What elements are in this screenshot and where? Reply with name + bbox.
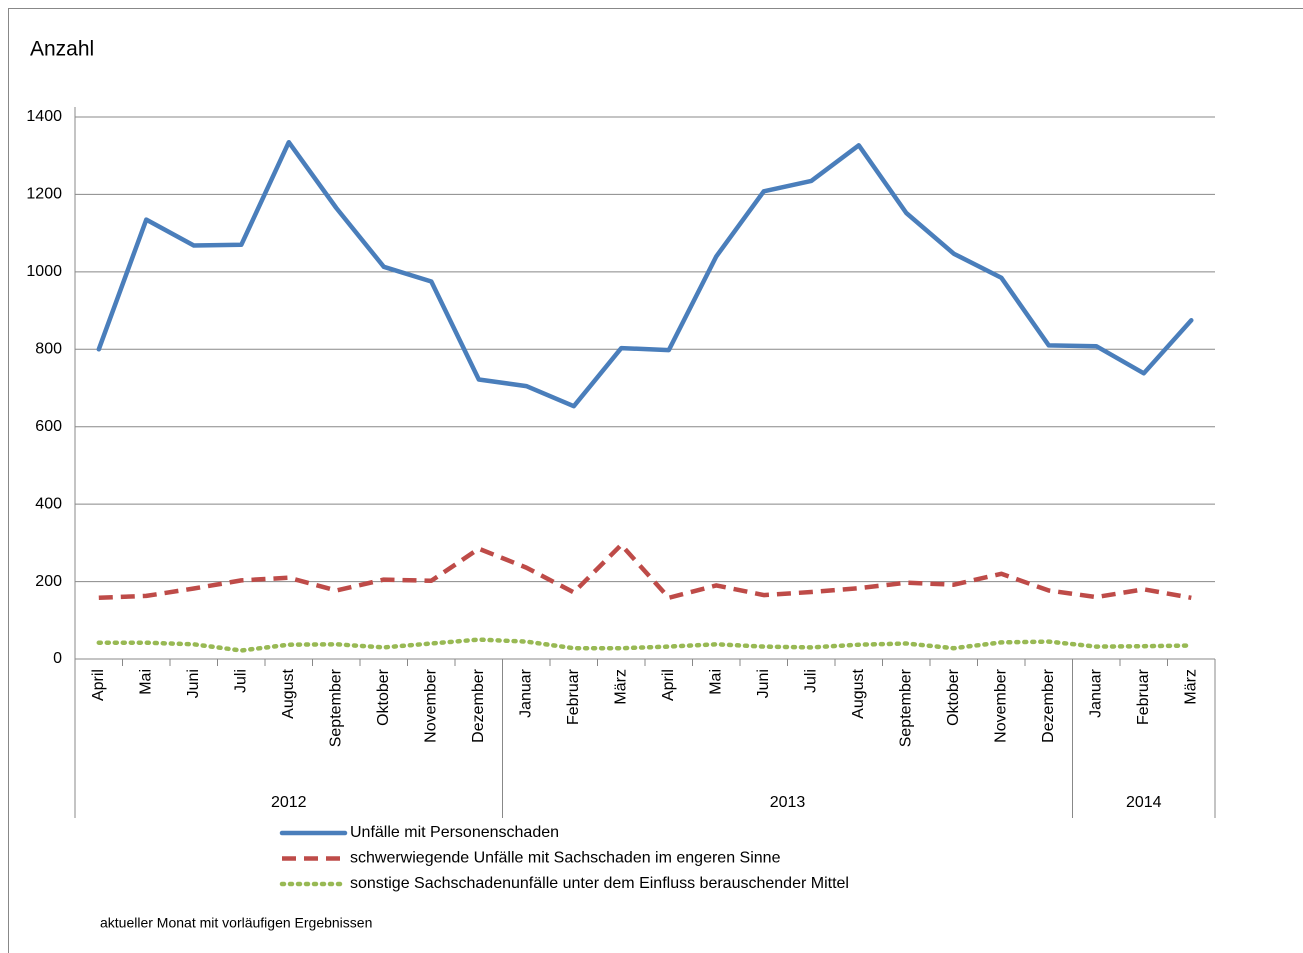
y-tick-label: 800 xyxy=(35,341,62,358)
group-label: 2014 xyxy=(1126,794,1162,811)
x-tick-label: Februar xyxy=(1135,668,1152,725)
x-tick-label: Mai xyxy=(137,669,154,695)
y-axis-label: Anzahl xyxy=(30,38,94,61)
legend-label: Unfälle mit Personenschaden xyxy=(350,824,559,841)
x-tick-label: April xyxy=(660,669,677,701)
x-tick-label: September xyxy=(327,668,344,747)
y-tick-label: 600 xyxy=(35,418,62,435)
y-tick-label: 400 xyxy=(35,495,62,512)
x-tick-label: August xyxy=(280,668,297,718)
x-tick-label: Oktober xyxy=(945,668,962,726)
x-tick-label: November xyxy=(992,668,1009,742)
x-tick-label: September xyxy=(897,668,914,747)
x-tick-label: Juni xyxy=(755,669,772,698)
legend-label: sonstige Sachschadenunfälle unter dem Ei… xyxy=(350,875,849,892)
y-tick-label: 0 xyxy=(53,650,62,667)
x-tick-label: November xyxy=(422,668,439,742)
x-tick-label: April xyxy=(90,669,107,701)
legend-label: schwerwiegende Unfälle mit Sachschaden i… xyxy=(350,850,781,867)
y-tick-label: 200 xyxy=(35,573,62,590)
series-line xyxy=(98,542,1192,601)
x-tick-label: Oktober xyxy=(375,668,392,726)
x-tick-label: Dezember xyxy=(1040,668,1057,742)
y-tick-label: 1000 xyxy=(26,263,62,280)
x-tick-label: März xyxy=(1182,669,1199,705)
series-line xyxy=(96,139,1194,409)
chart-frame xyxy=(8,8,1303,953)
x-tick-label: März xyxy=(612,669,629,705)
x-tick-label: Januar xyxy=(1087,668,1104,718)
x-tick-label: Juni xyxy=(185,669,202,698)
x-tick-label: Juli xyxy=(802,669,819,693)
x-tick-label: Dezember xyxy=(470,668,487,742)
x-tick-label: Mai xyxy=(707,669,724,695)
y-tick-label: 1400 xyxy=(26,108,62,125)
group-label: 2013 xyxy=(770,794,806,811)
y-tick-label: 1200 xyxy=(26,186,62,203)
x-tick-label: August xyxy=(850,668,867,718)
group-label: 2012 xyxy=(271,794,307,811)
x-tick-label: Juli xyxy=(232,669,249,693)
series-line xyxy=(96,637,1194,653)
x-tick-label: Januar xyxy=(517,668,534,718)
note: aktueller Monat mit vorläufigen Ergebnis… xyxy=(100,915,372,931)
x-tick-label: Februar xyxy=(565,668,582,725)
